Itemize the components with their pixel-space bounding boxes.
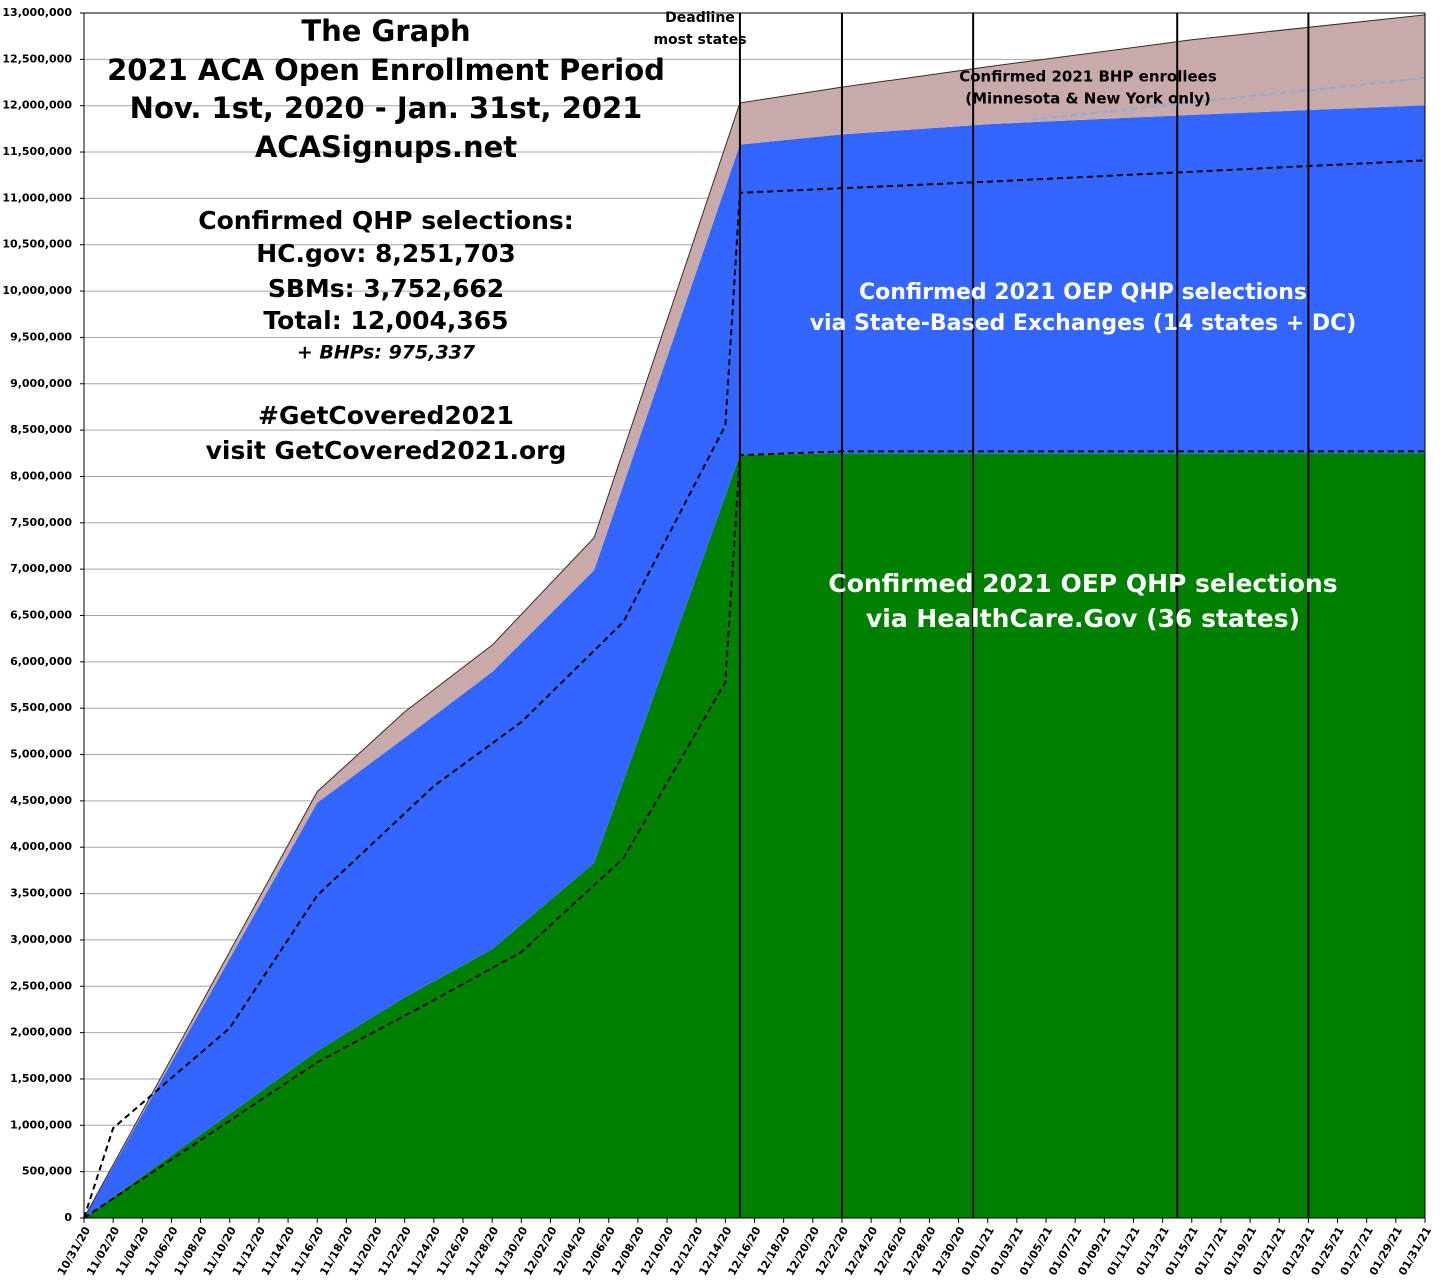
info-line: visit GetCovered2021.org bbox=[206, 436, 567, 465]
y-tick-label: 0 bbox=[64, 1211, 72, 1224]
y-tick-label: 2,000,000 bbox=[10, 1026, 72, 1039]
areas bbox=[83, 14, 1426, 1219]
series-label: via HealthCare.Gov (36 states) bbox=[866, 604, 1300, 633]
y-tick-label: 12,500,000 bbox=[2, 52, 72, 65]
y-tick-label: 6,500,000 bbox=[10, 609, 72, 622]
info-line: Total: 12,004,365 bbox=[263, 306, 508, 335]
title-line: ACASignups.net bbox=[255, 130, 517, 164]
title-line: Nov. 1st, 2020 - Jan. 31st, 2021 bbox=[130, 91, 643, 125]
lines bbox=[83, 13, 1426, 1219]
title-line: 2021 ACA Open Enrollment Period bbox=[107, 53, 665, 87]
area-outline bbox=[83, 14, 1426, 1219]
y-tick-label: 6,000,000 bbox=[10, 655, 72, 668]
y-tick-label: 5,000,000 bbox=[10, 748, 72, 761]
y-tick-label: 7,000,000 bbox=[10, 562, 72, 575]
info-line: + BHPs: 975,337 bbox=[297, 342, 476, 364]
info-line: #GetCovered2021 bbox=[258, 401, 514, 430]
y-tick-label: 5,500,000 bbox=[10, 701, 72, 714]
dashed-line bbox=[83, 159, 1426, 1219]
info-line: SBMs: 3,752,662 bbox=[268, 274, 504, 303]
y-tick-label: 1,000,000 bbox=[10, 1118, 72, 1131]
deadline-annotation: Deadline bbox=[665, 10, 735, 26]
y-tick-label: 11,000,000 bbox=[2, 191, 72, 204]
y-tick-label: 3,000,000 bbox=[10, 933, 72, 946]
info-line: HC.gov: 8,251,703 bbox=[256, 239, 516, 268]
y-tick-label: 13,000,000 bbox=[2, 6, 72, 19]
y-tick-label: 9,500,000 bbox=[10, 330, 72, 343]
y-tick-label: 10,000,000 bbox=[2, 284, 72, 297]
y-tick-label: 3,500,000 bbox=[10, 887, 72, 900]
dashed-line bbox=[83, 450, 1425, 1219]
dashed-line bbox=[1031, 76, 1426, 121]
y-tick-label: 500,000 bbox=[22, 1165, 72, 1178]
y-tick-label: 9,000,000 bbox=[10, 377, 72, 390]
y-tick-label: 1,500,000 bbox=[10, 1072, 72, 1085]
series-label: via State-Based Exchanges (14 states + D… bbox=[810, 311, 1357, 336]
y-tick-label: 10,500,000 bbox=[2, 238, 72, 251]
y-tick-label: 4,000,000 bbox=[10, 840, 72, 853]
series-label: Confirmed 2021 BHP enrollees bbox=[959, 68, 1217, 86]
y-tick-label: 2,500,000 bbox=[10, 979, 72, 992]
series-label: (Minnesota & New York only) bbox=[965, 90, 1210, 108]
y-tick-label: 12,000,000 bbox=[2, 99, 72, 112]
y-tick-label: 4,500,000 bbox=[10, 794, 72, 807]
title-line: The Graph bbox=[301, 14, 470, 48]
y-tick-label: 8,000,000 bbox=[10, 469, 72, 482]
y-tick-label: 8,500,000 bbox=[10, 423, 72, 436]
y-tick-label: 7,500,000 bbox=[10, 516, 72, 529]
area bbox=[84, 453, 1425, 1218]
series-label: Confirmed 2021 OEP QHP selections bbox=[828, 569, 1337, 598]
deadline-annotation: most states bbox=[653, 32, 746, 48]
y-tick-label: 11,500,000 bbox=[2, 145, 72, 158]
area bbox=[84, 105, 1425, 1218]
info-line: Confirmed QHP selections: bbox=[198, 206, 574, 235]
series-label: Confirmed 2021 OEP QHP selections bbox=[859, 280, 1307, 305]
plot-frame bbox=[83, 12, 1426, 1219]
